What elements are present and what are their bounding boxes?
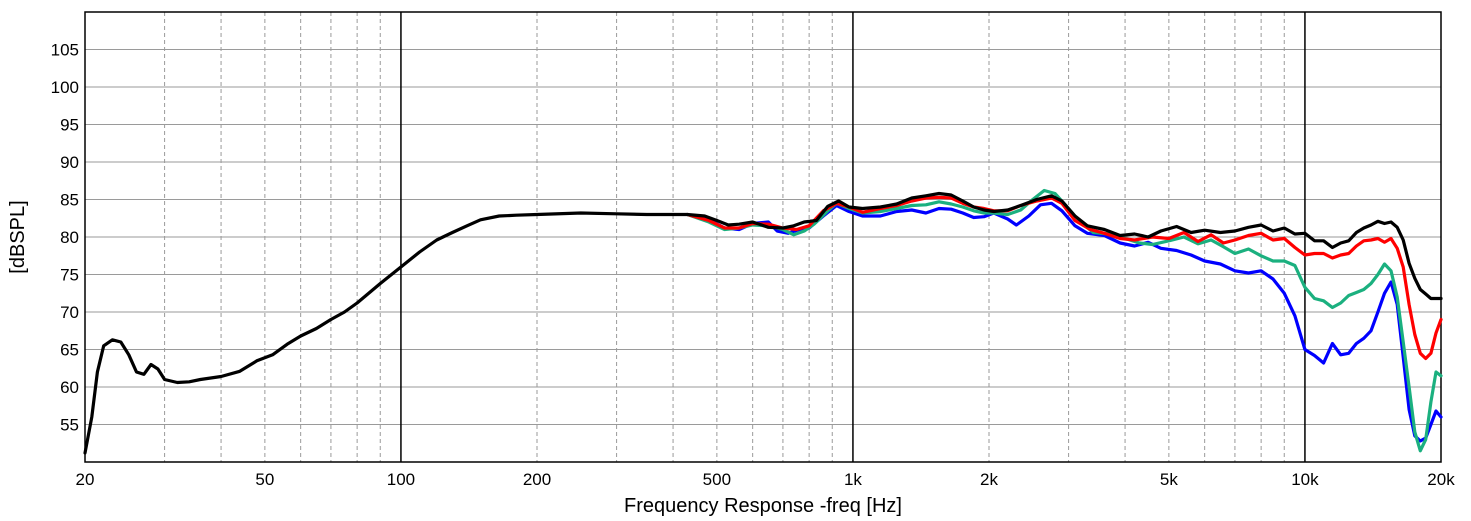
- series-line-1: [685, 201, 1443, 443]
- y-tick-label: 70: [60, 303, 79, 322]
- x-tick-label: 20: [76, 470, 95, 489]
- x-tick-label: 20k: [1427, 470, 1455, 489]
- y-tick-label: 95: [60, 116, 79, 135]
- y-tick-labels: 55 60 65 70 75 80 85 90 95 100 105: [51, 41, 79, 435]
- y-axis-title: [dBSPL]: [7, 200, 29, 273]
- x-tick-label: 5k: [1160, 470, 1178, 489]
- x-tick-label: 10k: [1291, 470, 1319, 489]
- y-tick-label: 90: [60, 153, 79, 172]
- y-tick-label: 55: [60, 416, 79, 435]
- y-tick-label: 105: [51, 41, 79, 60]
- x-tick-labels: 20 50 100 200 500 1k 2k 5k 10k 20k: [76, 470, 1456, 489]
- y-tick-label: 60: [60, 378, 79, 397]
- x-tick-label: 2k: [980, 470, 998, 489]
- x-tick-label: 500: [703, 470, 731, 489]
- x-tick-label: 200: [523, 470, 551, 489]
- y-tick-label: 75: [60, 266, 79, 285]
- series-group: [83, 188, 1443, 455]
- y-tick-label: 85: [60, 191, 79, 210]
- plot-frame: [84, 11, 1442, 463]
- x-axis-title: Frequency Response -freq [Hz]: [624, 495, 902, 517]
- x-tick-label: 50: [255, 470, 274, 489]
- major-gridlines: [400, 12, 1306, 462]
- series-line-4: [83, 191, 1443, 455]
- y-tick-label: 65: [60, 341, 79, 360]
- minor-gridlines: [84, 12, 1442, 462]
- x-tick-label: 1k: [844, 470, 862, 489]
- y-tick-label: 100: [51, 78, 79, 97]
- y-tick-label: 80: [60, 228, 79, 247]
- x-tick-label: 100: [387, 470, 415, 489]
